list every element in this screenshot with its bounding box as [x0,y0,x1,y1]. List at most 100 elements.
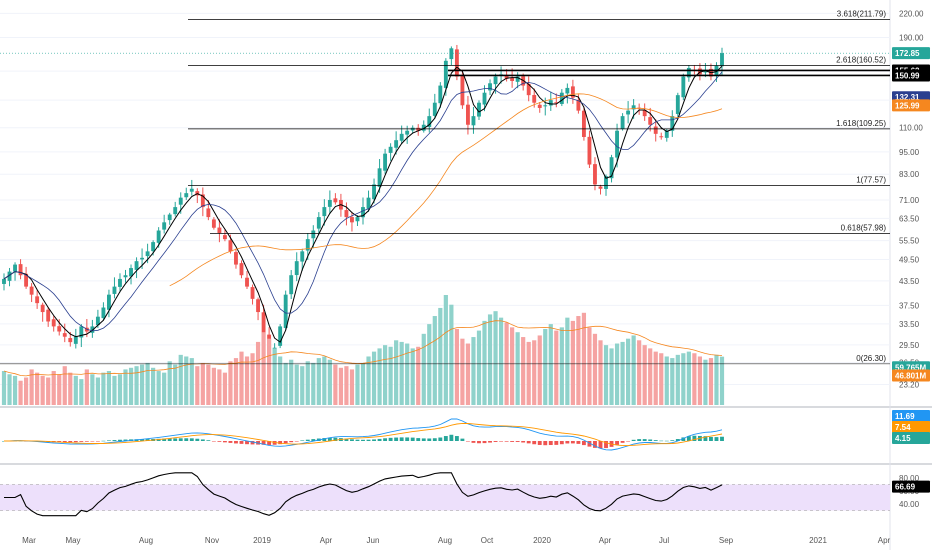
volume-bar [377,348,382,405]
macd-histogram-bar [195,438,200,441]
macd-histogram-bar [504,441,509,442]
volume-bar [416,346,421,405]
candle-body [217,227,222,234]
candle-body [95,316,100,326]
candle-body [449,48,454,60]
volume-bar [648,348,653,405]
macd-histogram-bar [576,441,581,444]
macd-histogram-bar [272,441,277,445]
candle-body [322,207,327,217]
macd-histogram-bar [79,441,84,442]
candle-body [675,95,680,114]
candle-body [454,49,459,77]
volume-bar [239,351,244,405]
macd-histogram-bar [200,439,205,441]
price-axis-tick: 49.50 [899,255,920,264]
macd-histogram-bar [206,440,211,441]
candle-body [294,261,299,276]
candle-body [493,76,498,85]
volume-bar [106,371,112,405]
volume-bar [18,380,23,405]
volume-bar [294,364,299,405]
candle-body [587,136,592,165]
macd-histogram-bar [515,441,520,442]
volume-bar [427,324,432,405]
macd-histogram-bar [84,441,89,442]
volume-bar [267,338,272,405]
macd-histogram-bar [361,439,365,441]
macd-histogram-bar [405,437,410,441]
rsi-axis-tick: 80.00 [899,474,920,483]
volume-bar [90,374,95,405]
candle-body [427,116,432,127]
price-tag: 132.31 [895,93,920,102]
volume-bar [421,333,426,405]
candle-body [62,333,67,337]
macd-histogram-bar [675,439,680,441]
macd-histogram-bar [510,441,515,442]
macd-histogram-bar [664,440,669,442]
macd-histogram-bar [68,441,73,443]
volume-bar [184,356,189,405]
macd-histogram-bar [377,438,382,441]
x-axis-tick: Apr [599,536,612,545]
macd-histogram-bar [73,441,78,443]
candle-body [234,252,238,265]
macd-histogram-bar [239,441,244,444]
macd-histogram-bar [570,441,575,444]
candle-body [664,130,669,138]
fib-level-label: 1.618(109.25) [836,119,886,128]
macd-histogram-bar [145,439,150,441]
volume-bar [581,312,587,405]
volume-bar [493,311,498,405]
candle-body [570,86,575,98]
candle-body [543,105,548,107]
volume-bar [217,369,222,405]
volume-bar [719,356,725,405]
macd-tag-bg [892,432,930,444]
volume-bar [460,338,465,405]
x-axis-tick: 2021 [809,536,827,545]
macd-histogram-bar [471,441,476,443]
volume-bar [233,358,239,405]
volume-bar [631,335,636,405]
macd-histogram-bar [350,439,354,441]
macd-tag: 4.15 [895,434,911,443]
macd-histogram-bar [593,441,597,448]
candle-body [686,67,691,78]
candle-body [537,104,542,108]
macd-histogram-bar [620,441,625,443]
macd-histogram-bar [686,436,691,441]
macd-histogram-bar [482,441,487,444]
volume-bar [360,362,366,405]
volume-bar [156,371,161,405]
macd-histogram-bar [565,441,570,444]
macd-histogram-bar [488,441,492,443]
volume-bar [587,327,592,405]
macd-histogram-bar [460,438,465,441]
volume-bar [145,362,150,405]
macd-histogram-bar [217,441,222,442]
volume-tag-bg [892,369,930,382]
volume-bar [195,366,200,405]
volume-bar [79,379,84,405]
candle-body [350,217,354,223]
volume-bar [537,335,542,405]
candle-body [151,242,156,252]
macd-histogram-bar [637,439,642,441]
macd-histogram-bar [222,441,227,443]
candle-body [200,194,205,208]
macd-histogram-bar [477,441,481,444]
volume-bar [95,377,100,405]
macd-histogram-bar [107,440,111,441]
candle-body [112,286,117,294]
macd-tag-bg [892,421,930,433]
volume-bar [167,361,172,405]
candle-body [2,278,6,284]
volume-bar [261,332,266,405]
candle-body [173,207,178,215]
rsi-axis-tick: 40.00 [899,500,920,509]
candle-body [383,153,388,171]
